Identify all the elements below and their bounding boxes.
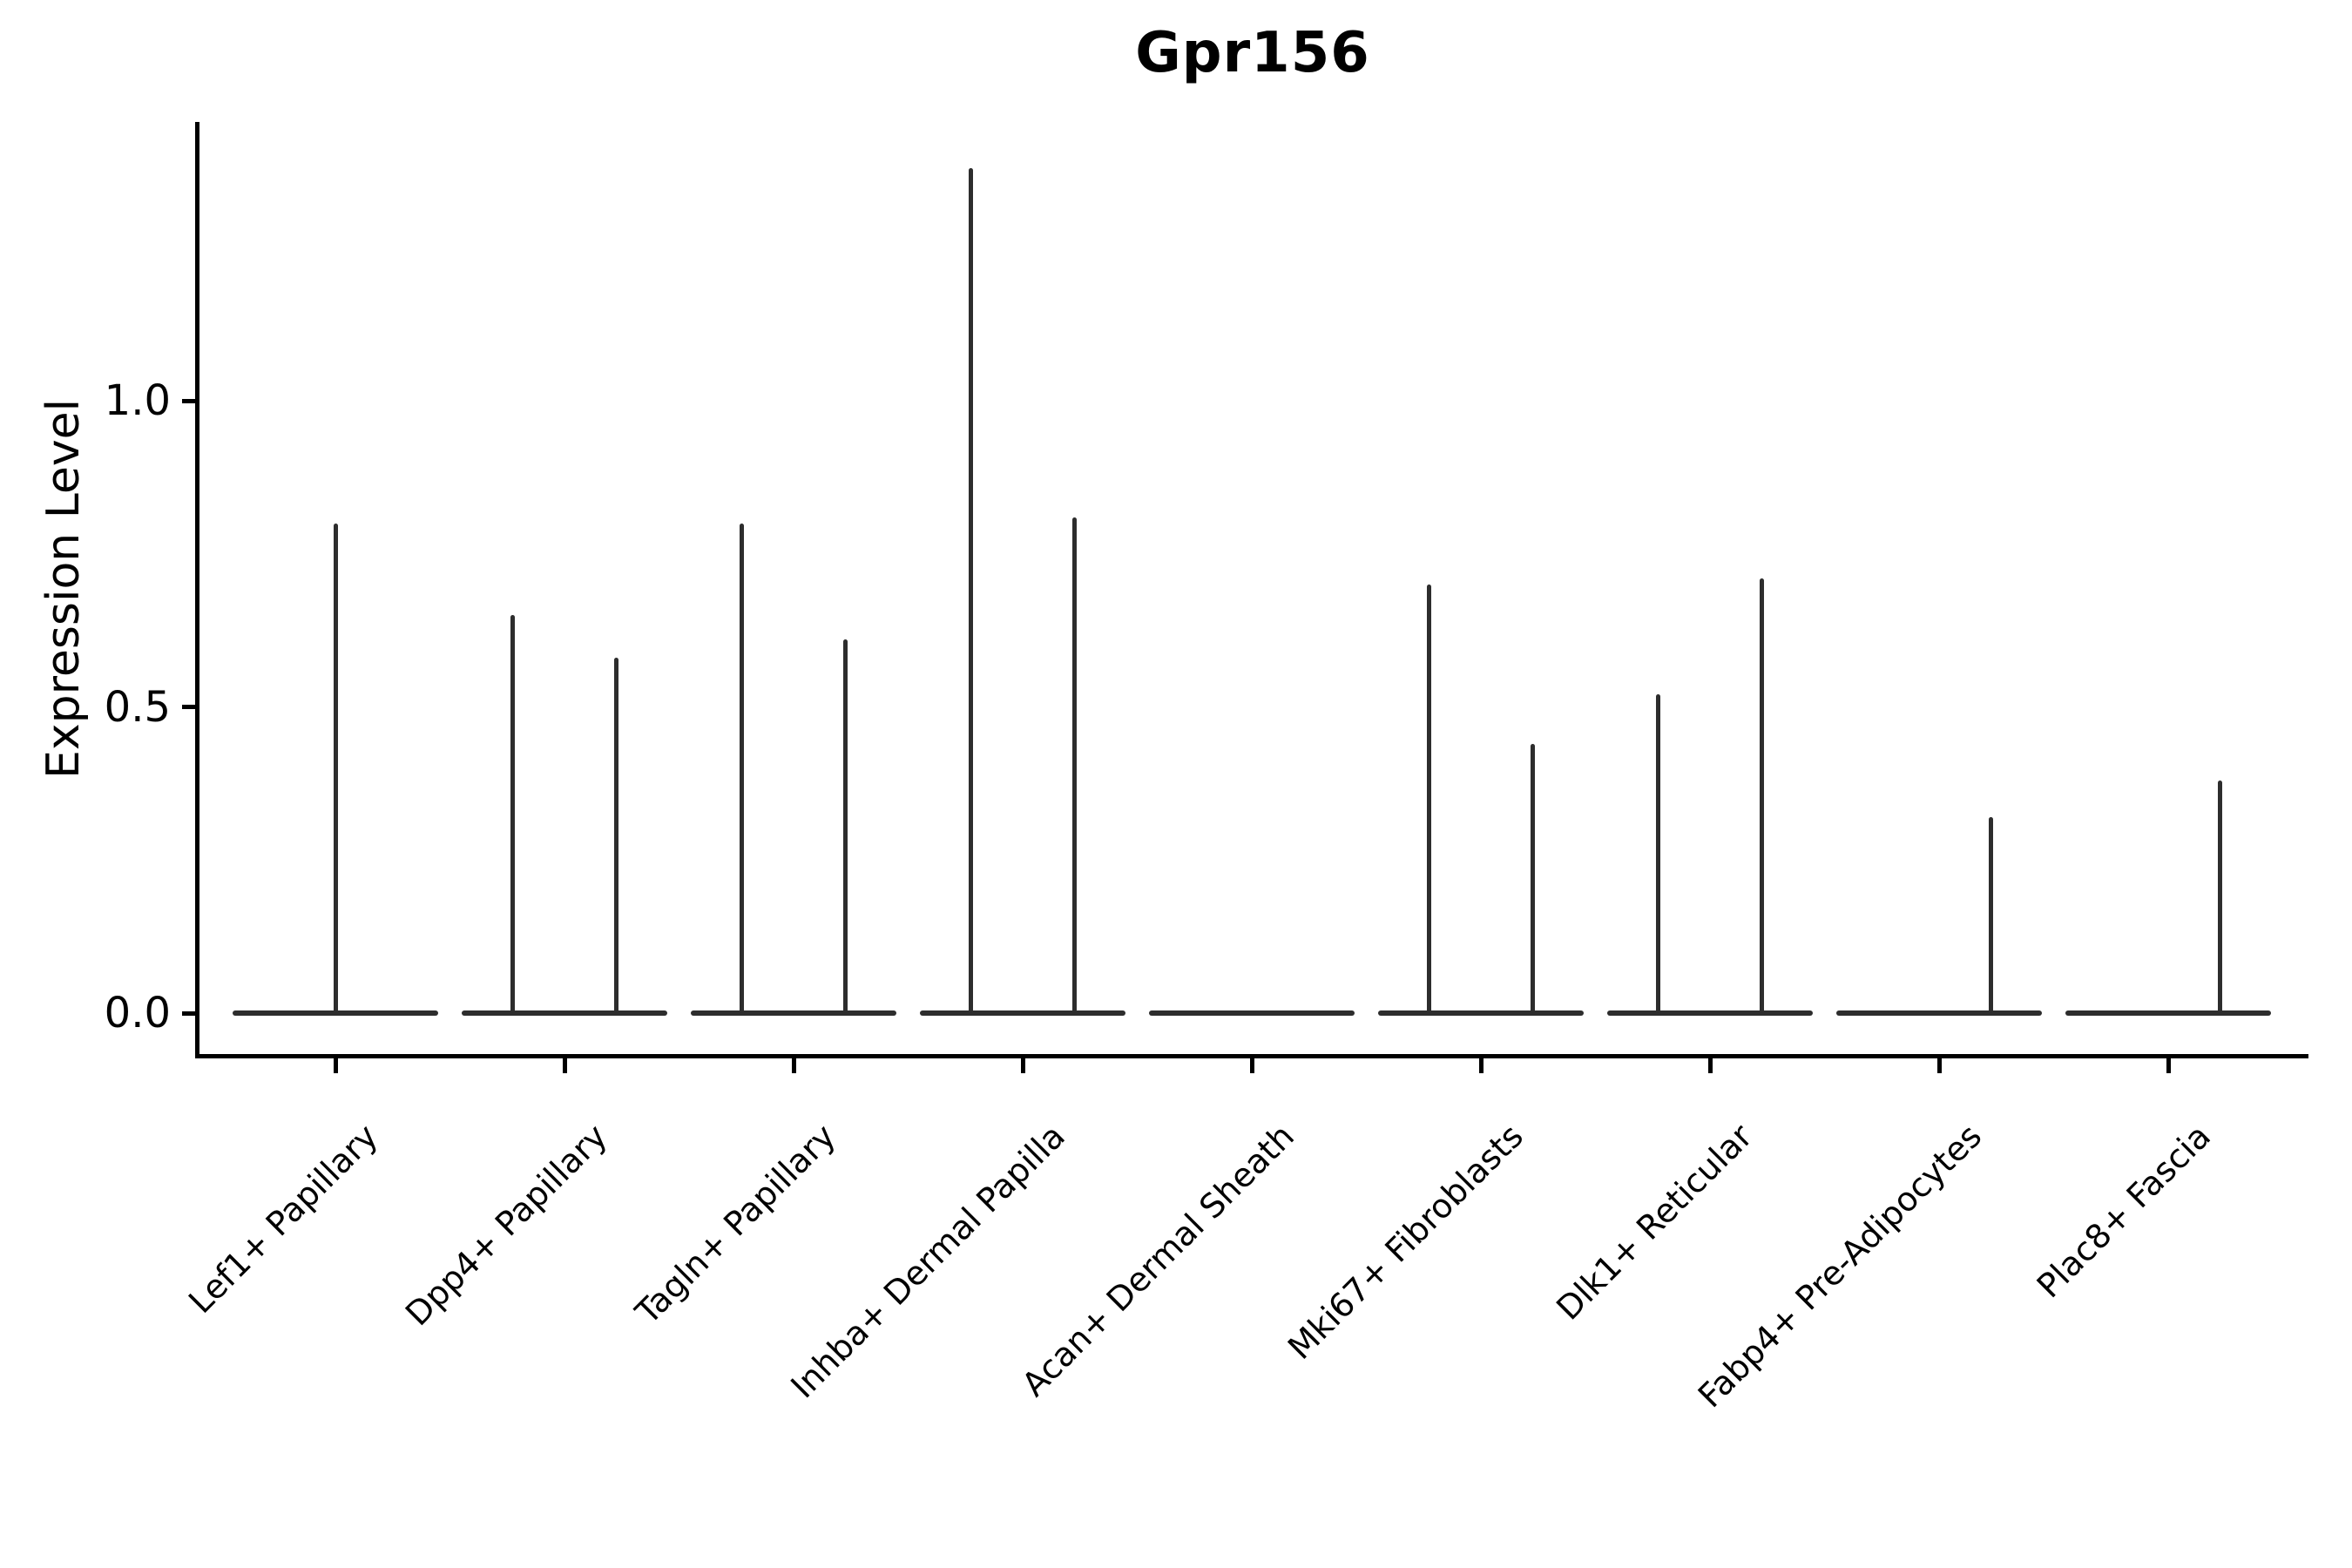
- violin-zero-body: [1606, 1010, 1814, 1016]
- x-tick-label: Lef1+ Papillary: [181, 1117, 386, 1321]
- violin-zero-body: [2065, 1010, 2272, 1016]
- x-tick: [333, 1058, 338, 1073]
- x-tick: [2166, 1058, 2171, 1073]
- violin-spike: [1988, 817, 1993, 1013]
- x-tick-label: Dpp4+ Papillary: [397, 1117, 615, 1334]
- plot-title: Gpr156: [1135, 21, 1370, 85]
- violin-zero-body: [232, 1010, 439, 1016]
- violin-zero-body: [1148, 1010, 1355, 1016]
- violin-spike: [969, 167, 974, 1013]
- violin-zero-body: [461, 1010, 668, 1016]
- violin-zero-body: [1835, 1010, 2043, 1016]
- x-tick: [791, 1058, 796, 1073]
- violin-spike: [1071, 517, 1077, 1013]
- y-axis-label: Expression Level: [37, 398, 90, 780]
- y-tick-label: 1.0: [104, 376, 171, 425]
- x-tick-label: Tagln+ Papillary: [628, 1117, 844, 1332]
- y-tick-label: 0.5: [104, 682, 171, 732]
- x-tick: [1249, 1058, 1254, 1073]
- violin-spike: [613, 658, 618, 1013]
- violin-spike: [333, 523, 338, 1013]
- x-tick-label: Dlk1+ Reticular: [1549, 1117, 1761, 1328]
- y-tick-label: 0.0: [104, 989, 171, 1037]
- x-tick: [562, 1058, 567, 1073]
- violin-spike: [1656, 694, 1661, 1013]
- x-axis-line: [194, 1053, 2308, 1058]
- x-tick: [1707, 1058, 1713, 1073]
- x-tick-label: Plac8+ Fascia: [2029, 1117, 2219, 1306]
- x-tick: [1478, 1058, 1484, 1073]
- violin-spike: [510, 615, 516, 1013]
- violin-spike: [740, 523, 745, 1013]
- violin-spike: [1427, 584, 1432, 1013]
- y-tick: [181, 398, 195, 403]
- x-tick-label: Acan+ Dermal Sheath: [1014, 1117, 1302, 1404]
- x-tick: [1936, 1058, 1942, 1073]
- y-tick: [181, 705, 195, 709]
- violin-zero-body: [690, 1010, 897, 1016]
- violin-zero-body: [1377, 1010, 1585, 1016]
- y-tick: [181, 1010, 195, 1016]
- x-tick-label: Mki67+ Fibroblasts: [1281, 1117, 1531, 1368]
- x-tick: [1020, 1058, 1025, 1073]
- violin-spike: [1530, 743, 1535, 1013]
- violin-spike: [1759, 578, 1764, 1013]
- violin-zero-body: [919, 1010, 1126, 1016]
- violin-spike: [842, 639, 848, 1013]
- y-axis-line: [194, 122, 199, 1058]
- violin-spike: [2217, 780, 2222, 1013]
